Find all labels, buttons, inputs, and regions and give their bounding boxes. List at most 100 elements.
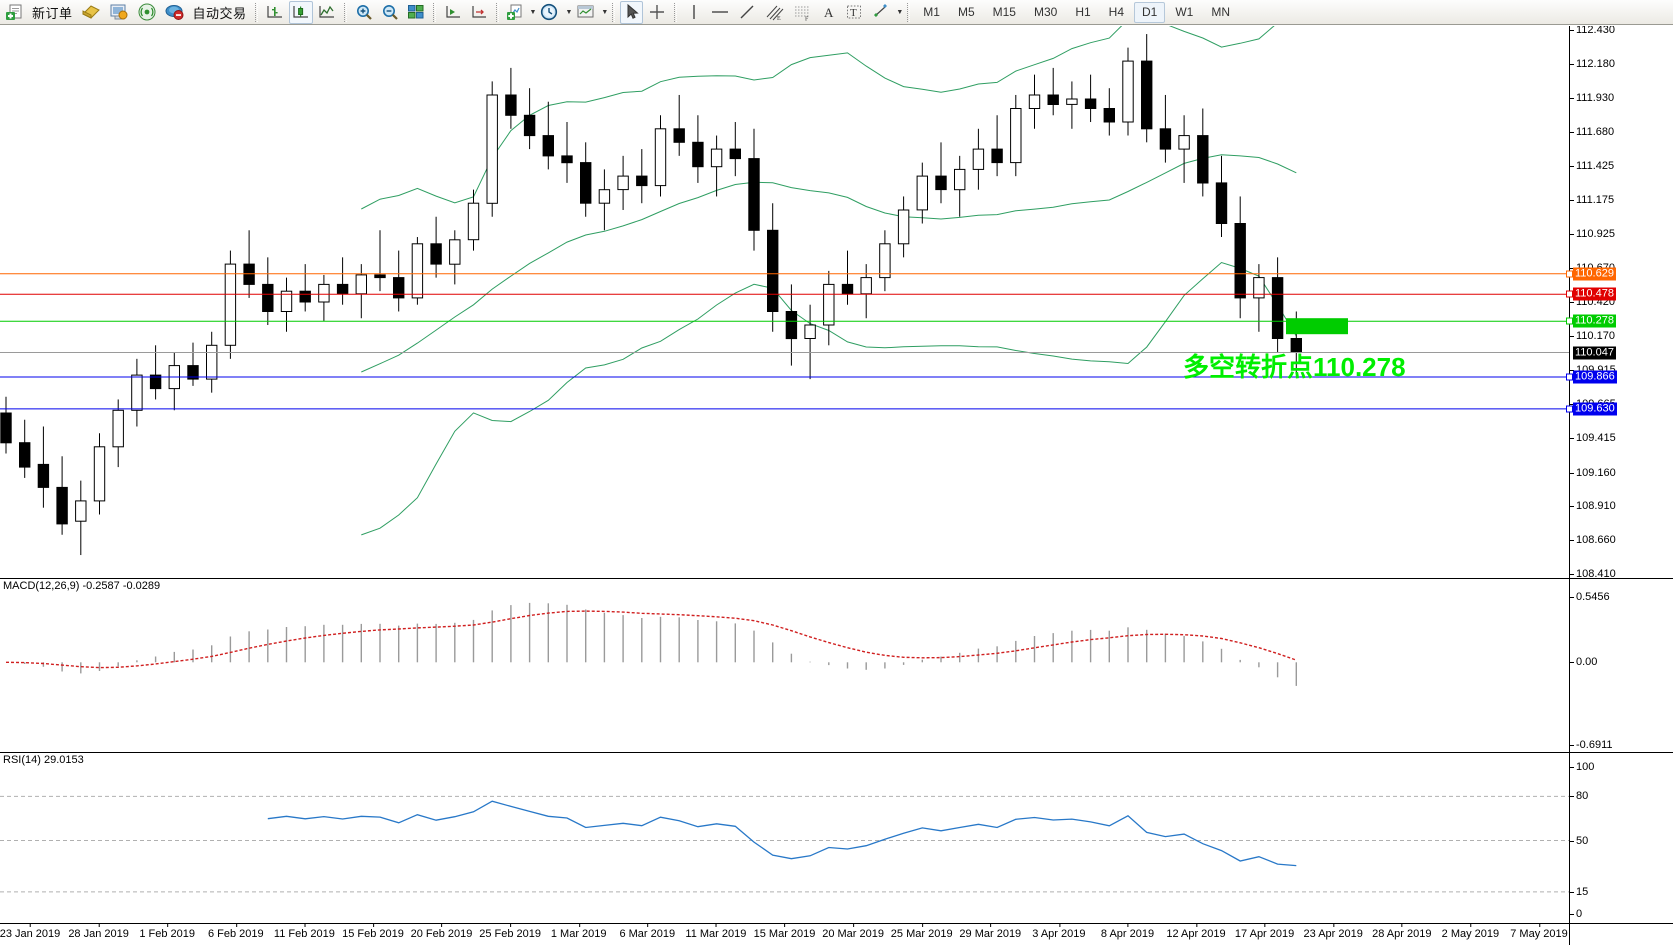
candlestick-series xyxy=(0,34,1302,556)
price-label-resistance-110.629[interactable]: 110.629 xyxy=(1573,267,1616,281)
rsi-tick-100: 100 xyxy=(1569,761,1595,773)
date-tick-2: 1 Feb 2019 xyxy=(139,923,196,940)
signals-icon[interactable] xyxy=(134,1,160,24)
price-label-support-109.866[interactable]: 109.866 xyxy=(1573,370,1617,384)
zoom-in-icon[interactable] xyxy=(352,1,376,24)
date-tick-15: 3 Apr 2019 xyxy=(1032,923,1086,940)
timeframe-button-h1[interactable]: H1 xyxy=(1075,5,1091,19)
price-pane[interactable]: 112.430 112.180 111.930 111.680 111.425 111.1… xyxy=(0,26,1673,578)
vertical-line-icon[interactable] xyxy=(682,1,705,24)
new-order-icon[interactable] xyxy=(3,1,27,24)
terminal-icon[interactable] xyxy=(106,1,132,24)
date-tick-5: 15 Feb 2019 xyxy=(342,923,404,940)
timeframe-button-mn[interactable]: MN xyxy=(1211,5,1231,19)
price-label-support-109.630[interactable]: 109.630 xyxy=(1573,402,1617,416)
period-dropdown-caret[interactable]: ▼ xyxy=(565,8,573,16)
timeframe-button-d1[interactable]: D1 xyxy=(1134,1,1166,23)
macd-axis[interactable]: 0.5456 0.00 -0.6911 xyxy=(1569,579,1672,752)
new-order-label[interactable]: 新订单 xyxy=(32,5,73,21)
autotrading-label[interactable]: 自动交易 xyxy=(192,5,247,21)
macd-pane[interactable]: MACD(12,26,9) -0.2587 -0.0289 0.5456 0.00… xyxy=(0,578,1673,752)
indicator-dropdown-caret[interactable]: ▼ xyxy=(529,8,537,16)
add-indicator-icon[interactable] xyxy=(504,1,528,24)
templates-icon[interactable] xyxy=(573,1,599,24)
date-tick-1: 28 Jan 2019 xyxy=(68,923,129,940)
zoom-out-icon[interactable] xyxy=(378,1,402,24)
macd-label: MACD(12,26,9) -0.2587 -0.0289 xyxy=(3,580,161,592)
expert-advisors-icon[interactable] xyxy=(78,1,104,24)
price-level-handle-110.278[interactable] xyxy=(1566,317,1573,325)
toolbar-separator-4 xyxy=(495,2,499,22)
price-tick-112.430: 112.430 xyxy=(1570,26,1615,36)
svg-text:T: T xyxy=(850,7,857,19)
price-tick-111.930: 111.930 xyxy=(1569,91,1615,104)
price-tick-108.660: 108.660 xyxy=(1570,534,1616,547)
trendline-icon[interactable] xyxy=(735,1,759,24)
price-chart-canvas[interactable] xyxy=(0,26,1569,578)
rsi-axis[interactable]: 100 80 50 15 0 xyxy=(1569,753,1672,923)
price-tick-109.415: 109.415 xyxy=(1570,432,1616,444)
bar-chart-icon[interactable] xyxy=(263,1,287,24)
auto-scroll-icon[interactable] xyxy=(467,1,491,24)
equidistant-channel-icon[interactable]: E xyxy=(761,1,787,24)
tile-windows-icon[interactable] xyxy=(404,1,428,24)
price-label-current-110.047[interactable]: 110.047 xyxy=(1573,346,1616,359)
timeframe-button-w1[interactable]: W1 xyxy=(1175,5,1194,19)
text-label-icon[interactable]: T xyxy=(842,1,866,24)
date-tick-22: 7 May 2019 xyxy=(1510,923,1568,940)
crosshair-icon[interactable] xyxy=(645,1,669,24)
rsi-pane[interactable]: RSI(14) 29.0153 100 80 50 15 0 xyxy=(0,752,1673,923)
toolbar-separator-3 xyxy=(432,2,436,22)
pivot-highlight-box xyxy=(1286,318,1348,335)
cursor-icon[interactable] xyxy=(620,0,644,24)
macd-histogram xyxy=(24,602,1298,686)
price-label-pivot-110.278[interactable]: 110.278 xyxy=(1573,314,1616,328)
toolbar-separator-5 xyxy=(612,2,616,22)
text-icon[interactable]: A xyxy=(817,1,840,24)
toolbar-separator-6 xyxy=(674,2,678,22)
price-label-resistance-110.478[interactable]: 110.478 xyxy=(1573,287,1616,301)
autotrading-icon[interactable] xyxy=(162,1,188,24)
timeframe-button-m1[interactable]: M1 xyxy=(923,5,940,19)
macd-tick--0.6911: -0.6911 xyxy=(1570,739,1613,751)
rsi-tick-50: 50 xyxy=(1569,834,1589,847)
period-clock-icon[interactable] xyxy=(537,1,563,24)
objects-list-icon[interactable] xyxy=(868,1,894,24)
fibonacci-icon[interactable]: F xyxy=(789,1,815,24)
price-tick-111.680: 111.680 xyxy=(1569,125,1615,138)
svg-text:A: A xyxy=(824,5,834,20)
macd-tick-0.5456: 0.5456 xyxy=(1570,591,1610,603)
date-tick-16: 8 Apr 2019 xyxy=(1100,923,1155,940)
objects-dropdown-caret[interactable]: ▼ xyxy=(896,8,904,16)
price-tick-108.410: 108.410 xyxy=(1570,568,1616,578)
timeframe-button-m5[interactable]: M5 xyxy=(957,5,975,19)
timeframe-button-h4[interactable]: H4 xyxy=(1108,5,1124,19)
bollinger-band-upper xyxy=(361,26,1275,210)
rsi-tick-15: 15 xyxy=(1569,885,1589,898)
templates-dropdown-caret[interactable]: ▼ xyxy=(601,8,609,16)
macd-chart-canvas[interactable] xyxy=(0,579,1569,752)
date-tick-9: 6 Mar 2019 xyxy=(619,923,676,940)
date-tick-18: 17 Apr 2019 xyxy=(1234,923,1295,940)
price-tick-109.160: 109.160 xyxy=(1570,466,1616,479)
price-level-handle-110.478[interactable] xyxy=(1566,290,1573,298)
main-toolbar: 新订单 xyxy=(0,0,1673,25)
chart-window: ▲ USDJPY-,Daily 110.259 110.261 109.896 … xyxy=(0,25,1673,948)
line-chart-icon[interactable] xyxy=(315,1,339,24)
date-tick-10: 11 Mar 2019 xyxy=(685,923,747,940)
timeframe-button-m15[interactable]: M15 xyxy=(992,5,1016,19)
price-level-handle-110.629[interactable] xyxy=(1566,270,1573,278)
svg-text:E: E xyxy=(777,16,781,21)
price-axis[interactable]: 112.430 112.180 111.930 111.680 111.425 111.1… xyxy=(1566,26,1672,578)
chart-shift-icon[interactable] xyxy=(441,1,465,24)
rsi-chart-canvas[interactable] xyxy=(0,753,1569,923)
price-tick-110.925: 110.925 xyxy=(1570,227,1615,240)
candlestick-chart-icon[interactable] xyxy=(288,0,313,24)
date-axis[interactable]: 23 Jan 2019 28 Jan 2019 1 Feb 2019 6 Feb 20… xyxy=(0,923,1569,945)
timeframe-button-m30[interactable]: M30 xyxy=(1033,5,1058,19)
axis-corner xyxy=(1569,923,1673,945)
horizontal-line-icon[interactable] xyxy=(707,1,733,24)
price-level-handle-109.866[interactable] xyxy=(1566,373,1573,381)
price-level-handle-109.630[interactable] xyxy=(1566,405,1573,413)
price-tick-111.425: 111.425 xyxy=(1569,160,1615,172)
